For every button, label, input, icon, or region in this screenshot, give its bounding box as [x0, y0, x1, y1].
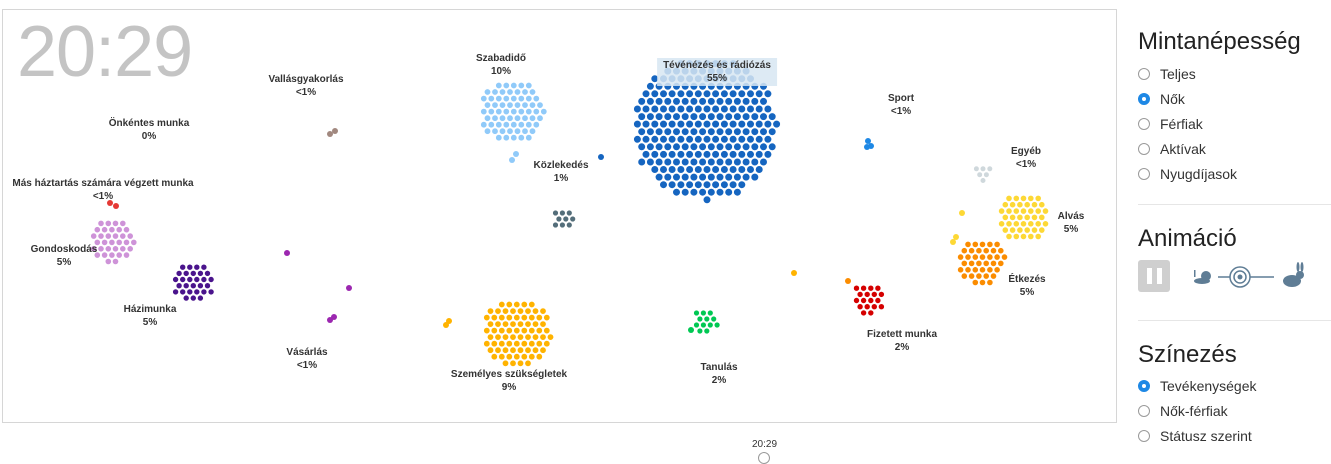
- label-vasarlas: Vásárlás <1%: [286, 347, 328, 371]
- dot-mashaztartas: [107, 200, 113, 206]
- label-egyeb: Egyéb <1%: [1010, 146, 1042, 170]
- dot-szabadido: [513, 151, 519, 157]
- coloring-option-label: Nők-férfiak: [1160, 403, 1228, 419]
- timeline-time: 20:29: [752, 439, 778, 450]
- dot-szemelyes: [791, 270, 797, 276]
- dot-vallas: [332, 128, 338, 134]
- dot-etkezes: [845, 278, 851, 284]
- cluster-alvas: [998, 194, 1049, 240]
- radio-button[interactable]: [1138, 380, 1150, 392]
- coloring-option[interactable]: Nők-férfiak: [1138, 402, 1228, 420]
- population-option[interactable]: Aktívak: [1138, 140, 1206, 158]
- rabbit-icon: [1283, 262, 1304, 287]
- label-etkezes: Étkezés 5%: [1008, 274, 1046, 298]
- dot-tv: [598, 154, 604, 160]
- cluster-kozlekedes: [552, 209, 576, 229]
- coloring-title: Színezés: [1138, 341, 1237, 368]
- dot-szabadido: [509, 157, 515, 163]
- cluster-fizetett: [853, 284, 885, 317]
- population-option-label: Nők: [1160, 91, 1185, 107]
- coloring-option-label: Státusz szerint: [1160, 428, 1252, 444]
- dot-sport: [864, 144, 870, 150]
- label-alvas: Alvás 5%: [1057, 211, 1085, 235]
- population-option-label: Aktívak: [1160, 141, 1206, 157]
- population-option-label: Nyugdíjasok: [1160, 166, 1238, 182]
- dot-sport: [865, 138, 871, 144]
- divider: [1138, 204, 1331, 205]
- label-szabadido: Szabadidő 10%: [475, 53, 527, 77]
- label-tv: Tévénézés és rádiózás 55%: [657, 58, 777, 86]
- dot-vasarlas: [284, 250, 290, 256]
- cluster-etkezes: [957, 240, 1008, 286]
- label-hazimunka: Házimunka 5%: [123, 304, 177, 328]
- label-mashaztartas: Más háztartás számára végzett munka <1%: [12, 178, 194, 202]
- cluster-szemelyes: [483, 300, 554, 367]
- population-option[interactable]: Nők: [1138, 90, 1185, 108]
- coloring-option[interactable]: Tevékenységek: [1138, 377, 1257, 395]
- coloring-option[interactable]: Státusz szerint: [1138, 427, 1252, 445]
- radio-button[interactable]: [1138, 143, 1150, 155]
- dot-alvas: [959, 210, 965, 216]
- radio-button[interactable]: [1138, 168, 1150, 180]
- cluster-gondoskodas: [90, 219, 138, 265]
- population-option-label: Teljes: [1160, 66, 1196, 82]
- label-gondoskodas: Gondoskodás 5%: [30, 244, 98, 268]
- label-tanulas: Tanulás 2%: [700, 362, 738, 386]
- radio-button[interactable]: [1138, 118, 1150, 130]
- label-vallas: Vallásgyakorlás <1%: [268, 74, 344, 98]
- dot-alvas: [953, 234, 959, 240]
- radio-button[interactable]: [1138, 430, 1150, 442]
- dot-vallas: [327, 131, 333, 137]
- speed-slider[interactable]: [1194, 262, 1306, 292]
- population-option[interactable]: Teljes: [1138, 65, 1196, 83]
- dot-vasarlas: [346, 285, 352, 291]
- animation-title: Animáció: [1138, 225, 1237, 252]
- population-option[interactable]: Nyugdíjasok: [1138, 165, 1237, 183]
- time-clock: 20:29: [17, 12, 193, 92]
- speed-knob[interactable]: [1229, 266, 1251, 288]
- bubble-clusters: [90, 59, 1049, 367]
- cluster-tv: [633, 59, 781, 204]
- label-kozlekedes: Közlekedés 1%: [533, 160, 589, 184]
- control-panel: Mintanépesség Teljes Nők Férfiak Aktívak Nyu…: [1138, 0, 1331, 455]
- population-option-label: Férfiak: [1160, 116, 1203, 132]
- population-title: Mintanépesség: [1138, 28, 1301, 55]
- radio-button[interactable]: [1138, 93, 1150, 105]
- dot-szemelyes: [446, 318, 452, 324]
- population-option[interactable]: Férfiak: [1138, 115, 1203, 133]
- simulation-canvas: 20:29 Tévénézés és rádiózás 55% Szabadidő…: [2, 9, 1117, 423]
- cluster-egyeb: [973, 165, 993, 184]
- timeline-handle[interactable]: [758, 452, 770, 464]
- divider: [1138, 320, 1331, 321]
- radio-button[interactable]: [1138, 68, 1150, 80]
- radio-button[interactable]: [1138, 405, 1150, 417]
- dot-mashaztartas: [113, 203, 119, 209]
- cluster-hazimunka: [172, 263, 215, 302]
- label-sport: Sport <1%: [887, 93, 915, 117]
- label-fizetett: Fizetett munka 2%: [866, 329, 938, 353]
- pause-button[interactable]: [1138, 260, 1170, 292]
- snail-icon: [1194, 270, 1211, 284]
- cluster-tanulas: [693, 309, 721, 335]
- dot-tanulas: [688, 327, 694, 333]
- label-onkentes: Önkéntes munka 0%: [108, 118, 190, 142]
- dot-alvas: [950, 239, 956, 245]
- dot-vasarlas: [331, 314, 337, 320]
- coloring-option-label: Tevékenységek: [1160, 378, 1257, 394]
- label-szemelyes: Személyes szükségletek 9%: [450, 369, 568, 393]
- cluster-szabadido: [480, 82, 548, 142]
